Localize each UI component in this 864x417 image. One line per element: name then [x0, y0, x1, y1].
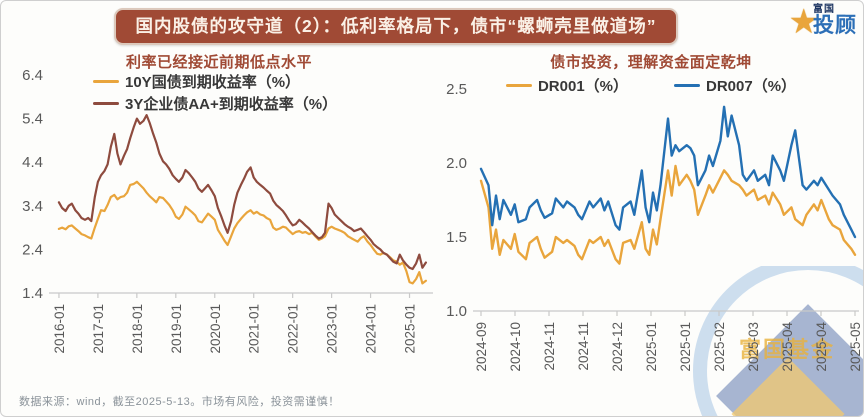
y-tick-label: 3.4: [22, 198, 43, 215]
x-tick-label: 2025-03: [746, 322, 761, 372]
x-tick-label: 2023-01: [325, 304, 340, 354]
right-chart-plot: 2.5 2.0 1.5 1.0 2024-09 2024-10 2024-11 2024-11…: [446, 81, 863, 372]
brand-name-main: 投顾: [813, 14, 857, 37]
legend-item: DR007（%）: [674, 75, 796, 96]
legend-label: DR001（%）: [537, 78, 628, 95]
right-chart-legend: DR001（%） DR007（%）: [437, 75, 863, 96]
y-tick-label: 1.5: [446, 229, 467, 246]
star-icon: ★: [788, 3, 819, 41]
legend-line-swatch: [93, 79, 119, 84]
y-tick-label: 2.0: [446, 155, 467, 172]
left-chart-title: 利率已经接近前期低点水平: [125, 54, 312, 71]
x-tick-label: 2024-10: [508, 322, 523, 372]
left-chart-panel: 利率已经接近前期低点水平 10Y国债到期收益率（%） 3Y企业债AA+到期收益率（…: [1, 45, 437, 395]
series-line-0: [479, 164, 857, 265]
right-chart-panel: 债市投资，理解资金面定乾坤 DR001（%） DR007（%） 2.5 2.0 1.5…: [437, 45, 863, 395]
brand-name-small: 富国: [813, 4, 835, 15]
header: 国内股债的攻守道（2）：低利率格局下，债市“螺蛳壳里做道场”: [1, 8, 791, 45]
x-tick-label: 2024-09: [474, 322, 489, 372]
x-tick-label: 2022-01: [286, 304, 301, 354]
x-tick-label: 2019-01: [169, 304, 184, 354]
x-tick-label: 2024-11: [542, 322, 557, 371]
x-tick-label: 2024-12: [610, 322, 625, 372]
series-line-1: [479, 105, 857, 239]
x-tick-label: 2025-01: [678, 322, 693, 372]
legend-item: 10Y国债到期收益率（%）: [93, 71, 337, 92]
x-tick-label: 2016-01: [52, 304, 67, 354]
x-tick-label: 2017-01: [91, 304, 106, 354]
legend-label: 10Y国债到期收益率（%）: [125, 74, 301, 91]
y-tick-label: 5.4: [22, 111, 43, 128]
left-chart-plot: 6.4 5.4 4.4 3.4 2.4 1.4 2016-01 2017-01 2018-01 2…: [22, 67, 433, 354]
x-tick-label: 2024-01: [364, 304, 379, 354]
x-tick-label: 2025-04: [814, 322, 829, 372]
y-tick-label: 2.4: [22, 241, 43, 258]
x-tick-label: 2018-01: [130, 304, 145, 354]
legend-line-swatch: [93, 101, 119, 106]
source-note: 数据来源：wind，截至2025-5-13。市场有风险，投资需谨慎！: [19, 396, 340, 408]
legend-line-swatch: [674, 83, 700, 88]
x-tick-label: 2025-02: [712, 322, 727, 372]
x-tick-label: 2020-01: [208, 304, 223, 354]
y-tick-label: 1.0: [446, 303, 467, 320]
y-tick-label: 1.4: [22, 285, 43, 302]
legend-label: DR007（%）: [706, 78, 797, 95]
x-tick-label: 2025-04: [780, 322, 795, 372]
x-tick-label: 2025-05: [848, 322, 863, 372]
y-tick-label: 4.4: [22, 154, 43, 171]
brand-logo: ★ 富国 投顾: [788, 3, 857, 41]
page-title: 国内股债的攻守道（2）：低利率格局下，债市“螺蛳壳里做道场”: [113, 8, 679, 45]
x-tick-label: 2021-01: [247, 304, 262, 354]
right-chart-title: 债市投资，理解资金面定乾坤: [550, 54, 752, 71]
x-tick-label: 2024-11: [576, 322, 591, 371]
series-line-1: [57, 113, 427, 271]
x-tick-label: 2025-01: [403, 304, 418, 354]
y-tick-label: 2.5: [446, 81, 467, 98]
y-tick-label: 6.4: [22, 67, 43, 84]
x-tick-label: 2025-01: [644, 322, 659, 372]
legend-item: 3Y企业债AA+到期收益率（%）: [93, 93, 337, 114]
legend-label: 3Y企业债AA+到期收益率（%）: [125, 96, 338, 113]
legend-item: DR001（%）: [505, 75, 628, 96]
series-line-0: [57, 180, 427, 285]
left-chart-legend: 10Y国债到期收益率（%） 3Y企业债AA+到期收益率（%）: [93, 71, 337, 114]
legend-line-swatch: [505, 83, 532, 88]
